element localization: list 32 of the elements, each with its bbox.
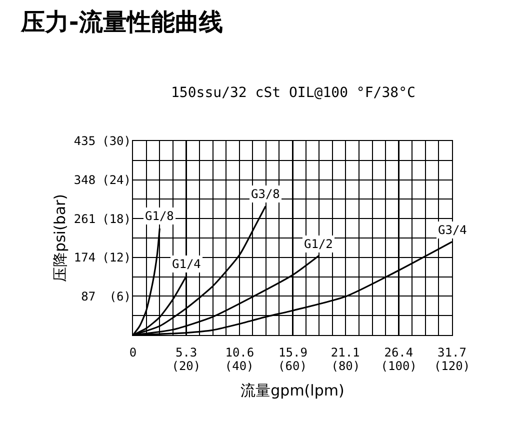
x-tick-label: 26.4 <box>384 345 414 360</box>
x-tick-label: 10.6 <box>225 345 254 360</box>
y2-tick-label: (24) <box>102 173 131 187</box>
y-axis-title: 压降psi(bar) <box>51 194 70 282</box>
y-tick-label: 435 <box>74 134 96 148</box>
series-label: G3/8 <box>251 187 280 201</box>
x-tick-label: 21.1 <box>330 345 360 360</box>
x2-tick-label: (60) <box>278 359 307 373</box>
chart-title: 压力-流量性能曲线 <box>20 8 223 36</box>
x-axis-title: 流量gpm(lpm) <box>240 381 344 400</box>
x2-tick-label: (20) <box>172 359 201 373</box>
y-tick-label: 174 <box>74 250 96 265</box>
x-tick-label: 0 <box>129 345 137 360</box>
x2-tick-label: (120) <box>434 359 470 373</box>
y-tick-label: 348 <box>74 173 96 187</box>
series-label: G3/4 <box>438 223 467 237</box>
series-label: G1/2 <box>304 237 333 251</box>
y2-tick-label: (6) <box>109 289 131 304</box>
x-tick-label: 15.9 <box>278 345 308 360</box>
x-tick-label: 31.7 <box>438 345 466 360</box>
y-tick-label: 261 <box>74 212 96 226</box>
chart-subtitle: 150ssu/32 cSt OIL@100 °F/38°C <box>171 85 416 101</box>
x2-tick-label: (100) <box>380 359 417 373</box>
x2-tick-label: (40) <box>224 359 254 373</box>
y-tick-label: 87 <box>81 289 96 304</box>
y2-tick-label: (30) <box>102 134 131 148</box>
x-tick-label: 5.3 <box>175 345 198 360</box>
x2-tick-label: (80) <box>331 359 360 373</box>
series-label: G1/8 <box>145 209 174 223</box>
y2-tick-label: (18) <box>102 212 131 226</box>
y2-tick-label: (12) <box>102 250 131 265</box>
series-label: G1/4 <box>172 257 201 271</box>
